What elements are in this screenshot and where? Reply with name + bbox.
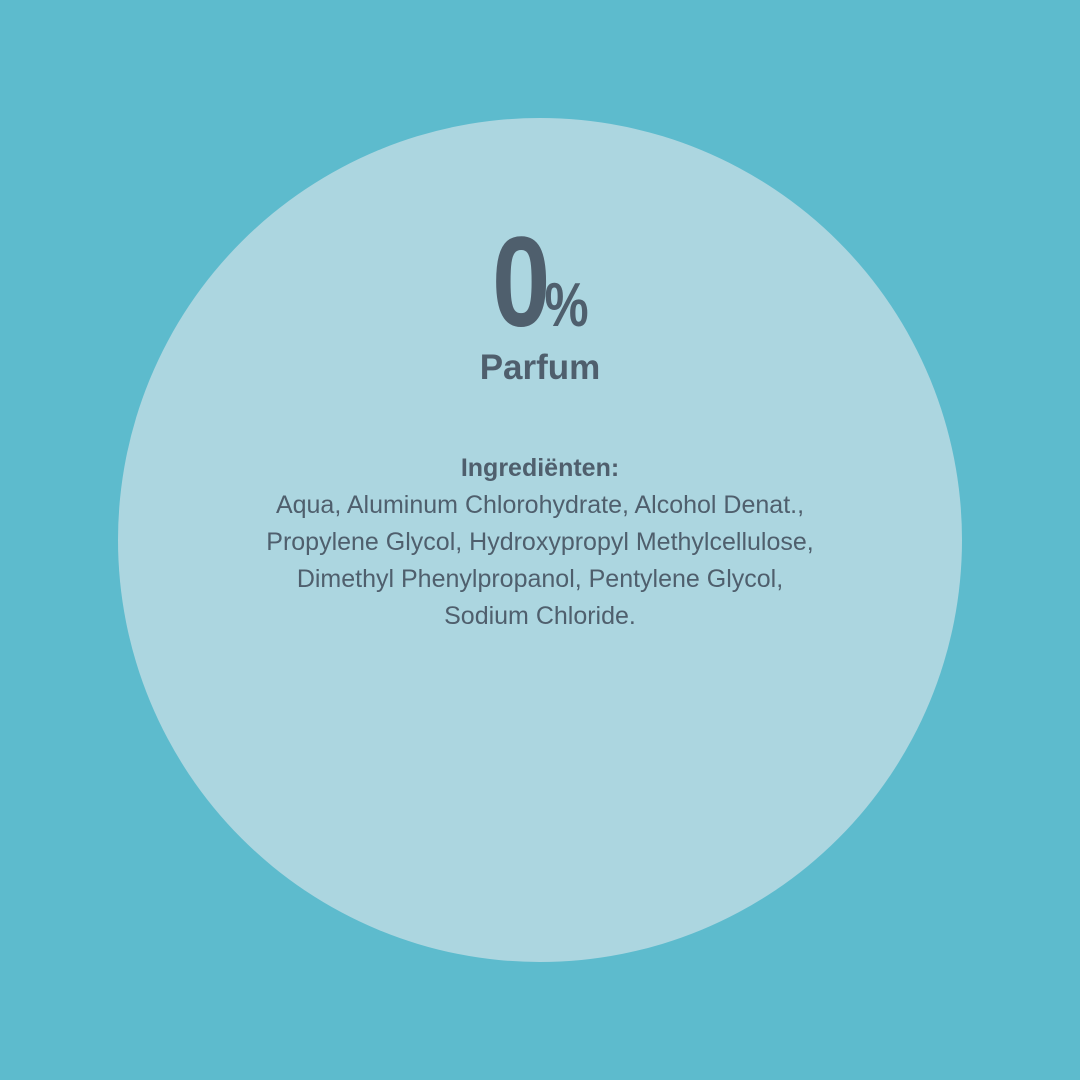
ingredients-line: Propylene Glycol, Hydroxypropyl Methylce… — [266, 528, 814, 556]
stat-unit: % — [544, 271, 589, 340]
percentage-stat: 0% — [0, 218, 1080, 348]
ingredients-title: Ingrediënten: — [460, 454, 620, 482]
ingredients-block: Ingrediënten: Aqua, Aluminum Chlorohydra… — [0, 450, 1080, 635]
ingredients-line: Sodium Chloride. — [444, 602, 636, 630]
stat-value: 0 — [491, 211, 550, 354]
ingredients-line: Aqua, Aluminum Chlorohydrate, Alcohol De… — [275, 491, 805, 519]
ingredients-line: Dimethyl Phenylpropanol, Pentylene Glyco… — [296, 565, 784, 593]
background-circle — [118, 118, 962, 962]
stat-label: Parfum — [479, 348, 601, 387]
